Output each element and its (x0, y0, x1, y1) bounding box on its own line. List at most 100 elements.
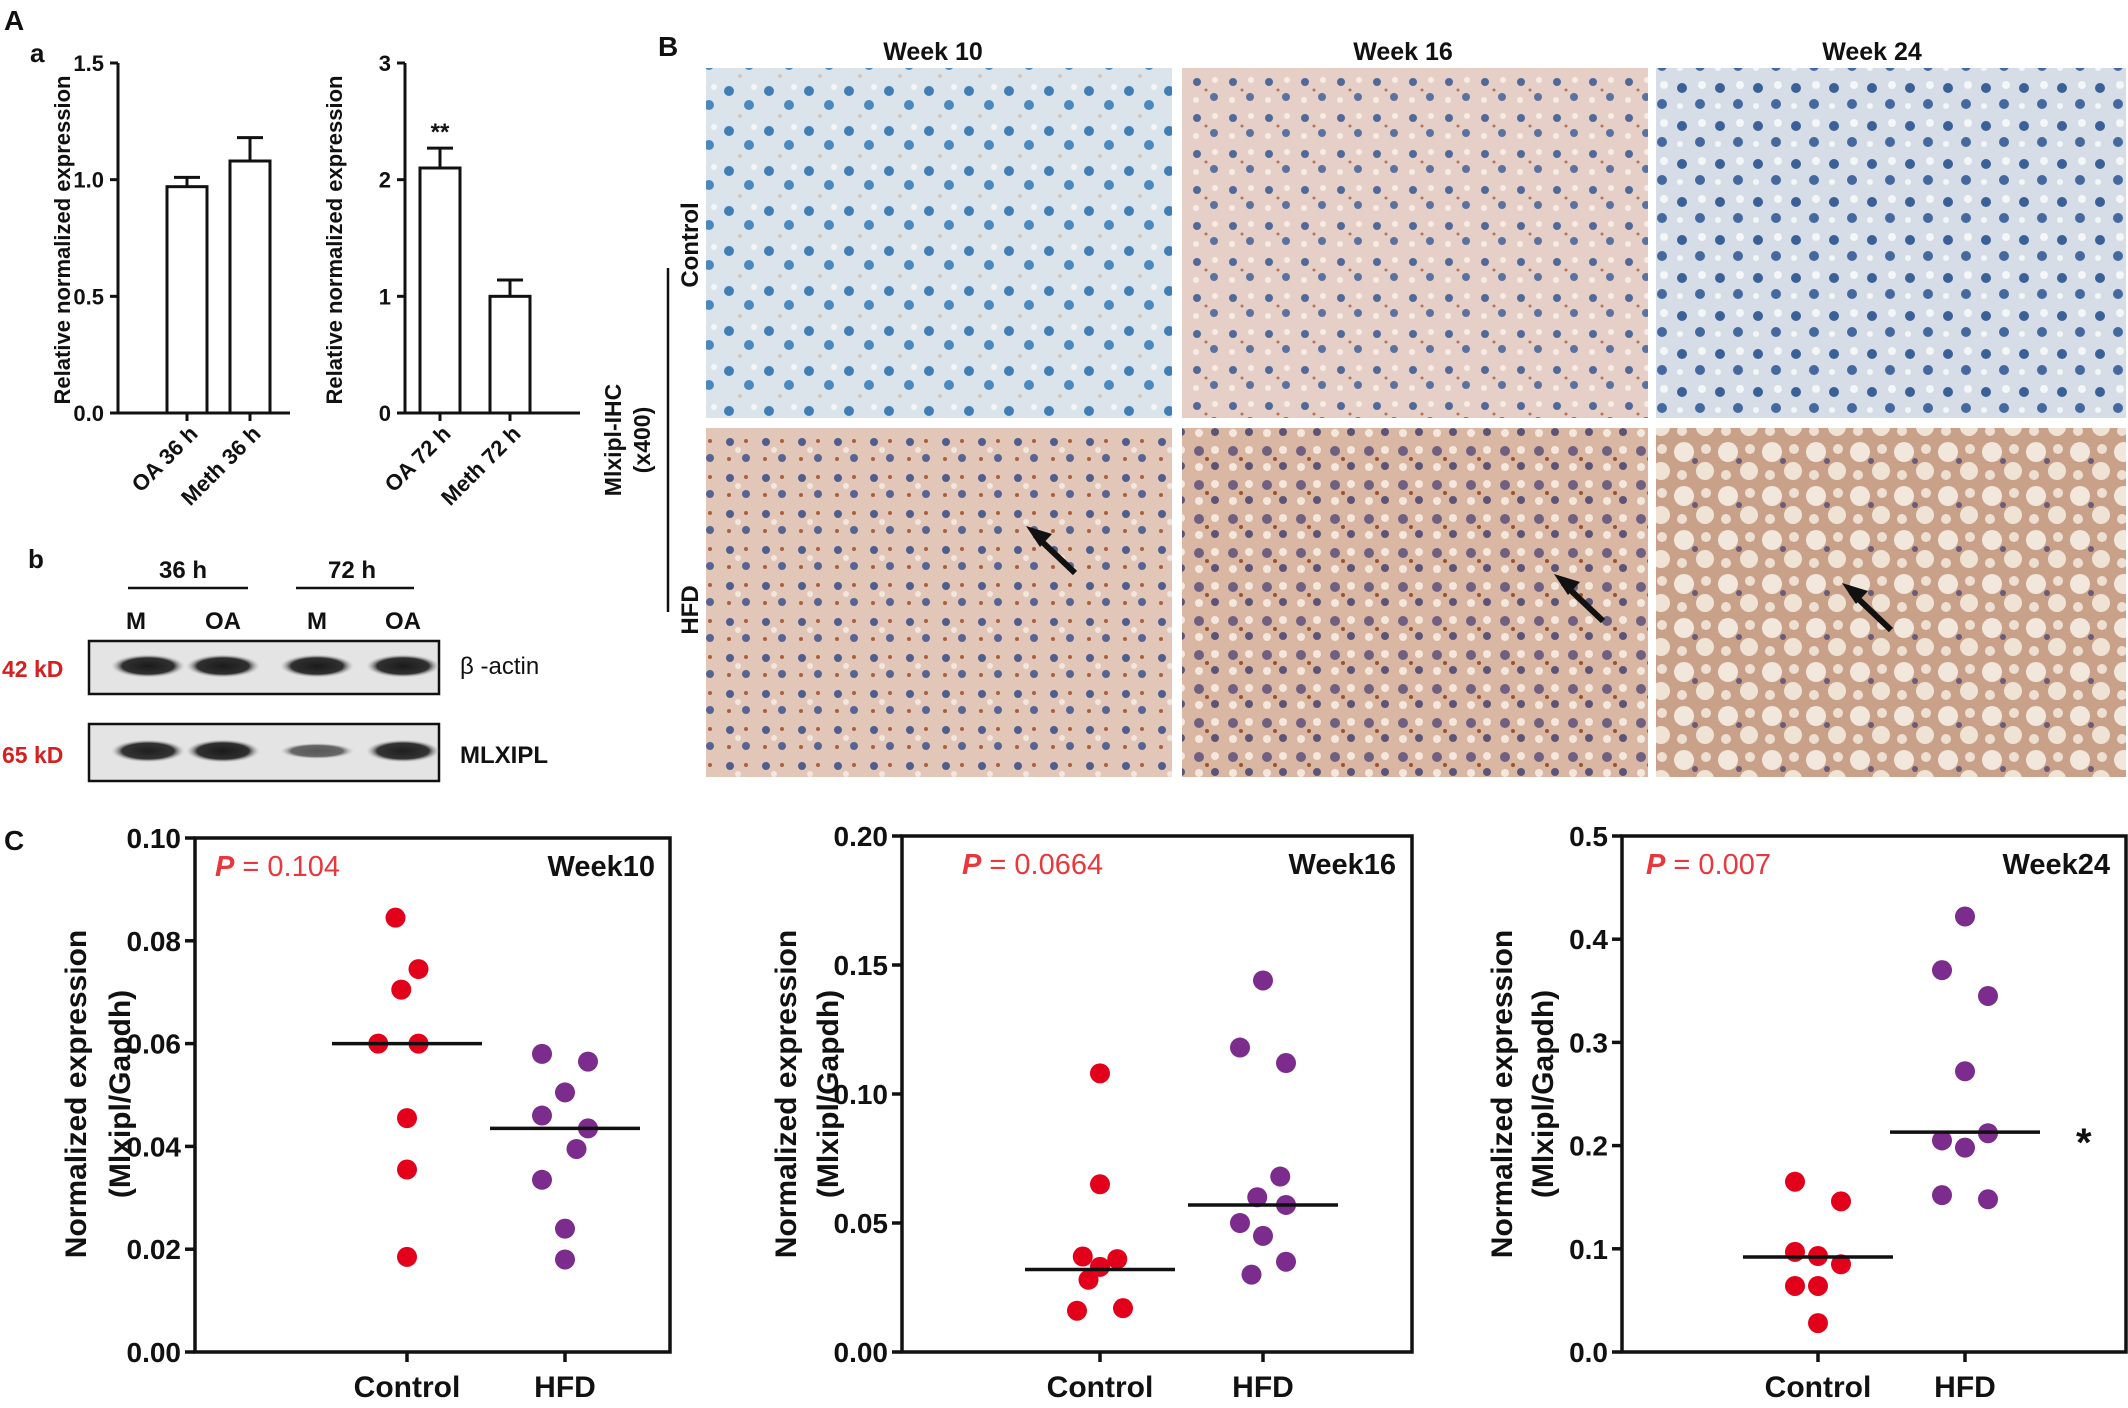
p-symbol: P (1646, 849, 1666, 881)
data-point (555, 1249, 575, 1270)
ihc-side-label: Mlxipl-IHC (600, 384, 626, 496)
y-tick-label: 0.02 (127, 1234, 182, 1265)
y-tick-label: 0.05 (834, 1208, 889, 1239)
data-point (1072, 1246, 1093, 1267)
blot-time-label: 36 h (159, 557, 207, 584)
blot-band (366, 654, 440, 678)
y-tick-label: 0.04 (127, 1131, 182, 1162)
bar (228, 159, 272, 415)
data-point (1932, 1130, 1952, 1151)
data-point (1276, 1251, 1296, 1272)
data-point (532, 1105, 552, 1126)
data-point (578, 1051, 598, 1072)
significance-marker: * (2076, 1121, 2092, 1165)
x-tick-label: HFD (534, 1371, 596, 1404)
p-value-label: P = 0.0664 (962, 849, 1103, 881)
y-tick-label: 0.3 (1569, 1027, 1608, 1058)
y-tick-label: 0.15 (834, 950, 889, 981)
x-tick-label: Control (354, 1371, 461, 1404)
blot-bands-actin (111, 654, 440, 678)
data-point (1978, 1189, 1998, 1210)
scatter-chart-week16: 0.00 0.05 0.10 0.15 0.20 Normalized expressio… (770, 821, 1414, 1404)
y-axis-label: Normalized expression (770, 930, 803, 1258)
data-point (1276, 1053, 1296, 1074)
blot-bands-mlxipl (111, 739, 440, 763)
y-tick-label: 0.5 (73, 284, 104, 309)
blot-protein-label: β -actin (460, 653, 539, 680)
blot-protein-label: MLXIPL (460, 742, 548, 769)
data-point (1831, 1191, 1851, 1212)
x-tick-label: Control (1047, 1371, 1154, 1404)
data-point (1808, 1313, 1828, 1334)
data-point (1067, 1300, 1087, 1321)
y-tick-label: 0.0 (1569, 1337, 1608, 1368)
data-point (1270, 1166, 1291, 1187)
data-point (1107, 1249, 1128, 1270)
panel-letter-B: B (658, 31, 678, 62)
data-point (1230, 1213, 1250, 1233)
ihc-column-label: Week 16 (1353, 38, 1453, 66)
blot-lane-label: OA (205, 608, 241, 635)
y-tick-label: 3 (379, 51, 391, 76)
data-point (1932, 960, 1952, 981)
blot-band (366, 739, 440, 763)
ihc-grid: Week 10 Week 16 Week 24 Control HFD Mlxi… (600, 38, 2126, 777)
data-point (1955, 906, 1975, 927)
p-value-label: P = 0.007 (1646, 849, 1771, 881)
p-value: = 0.007 (1665, 849, 1771, 881)
arrow-icon (1842, 583, 1894, 633)
blot-band (111, 654, 185, 678)
p-value: = 0.104 (234, 851, 340, 883)
y-tick-label: 0.06 (127, 1029, 182, 1060)
data-point (1808, 1275, 1828, 1296)
bar (488, 294, 532, 415)
data-point (1785, 1241, 1805, 1262)
blot-lane-label: M (307, 608, 327, 635)
bar (165, 185, 209, 415)
p-value: = 0.0664 (981, 849, 1103, 881)
y-tick-label: 0.00 (834, 1337, 889, 1368)
y-tick-label: 0 (379, 401, 391, 426)
data-point (1932, 1185, 1952, 1206)
data-point (1955, 1061, 1975, 1082)
y-axis-label: Normalized expression (1486, 930, 1519, 1258)
data-point (1247, 1187, 1268, 1208)
ihc-image-control-week24 (1656, 68, 2126, 418)
panel-letter-b: b (28, 544, 44, 574)
y-tick-label: 0.10 (127, 823, 182, 854)
bar (418, 166, 462, 415)
p-symbol: P (962, 849, 982, 881)
ihc-image-control-week10 (706, 68, 1172, 418)
p-symbol: P (215, 851, 235, 883)
x-tick-label: HFD (1232, 1371, 1294, 1404)
data-point (385, 907, 406, 928)
y-axis-label-units: (Mlxipl/Gapdh) (1527, 990, 1560, 1198)
data-point (391, 979, 412, 1000)
ihc-image-hfd-week16 (1182, 428, 1648, 777)
y-tick-label: 0.2 (1569, 1131, 1608, 1162)
blot-time-label: 72 h (328, 557, 376, 584)
chart-week-label: Week10 (548, 851, 656, 883)
data-point (1113, 1298, 1133, 1319)
x-tick-label: Control (1765, 1371, 1872, 1404)
y-tick-label: 0.10 (834, 1079, 889, 1110)
blot-lane-label: OA (385, 608, 421, 635)
data-point (1090, 1174, 1110, 1195)
data-point (1785, 1171, 1805, 1192)
blot-band (186, 654, 260, 678)
data-point (397, 1108, 417, 1129)
significance-marker: ** (431, 119, 450, 146)
plot-frame (193, 836, 672, 1354)
data-point (1955, 1137, 1975, 1158)
blot-kd-label: 42 kD (2, 656, 63, 682)
y-tick-label: 0.1 (1569, 1234, 1608, 1265)
data-point (532, 1169, 552, 1190)
data-point (397, 1246, 417, 1267)
data-point (1230, 1037, 1250, 1058)
data-point (1241, 1264, 1262, 1285)
blot-band (111, 739, 185, 763)
panel-letter-A: A (4, 5, 24, 36)
ihc-image-hfd-week24 (1656, 428, 2126, 777)
